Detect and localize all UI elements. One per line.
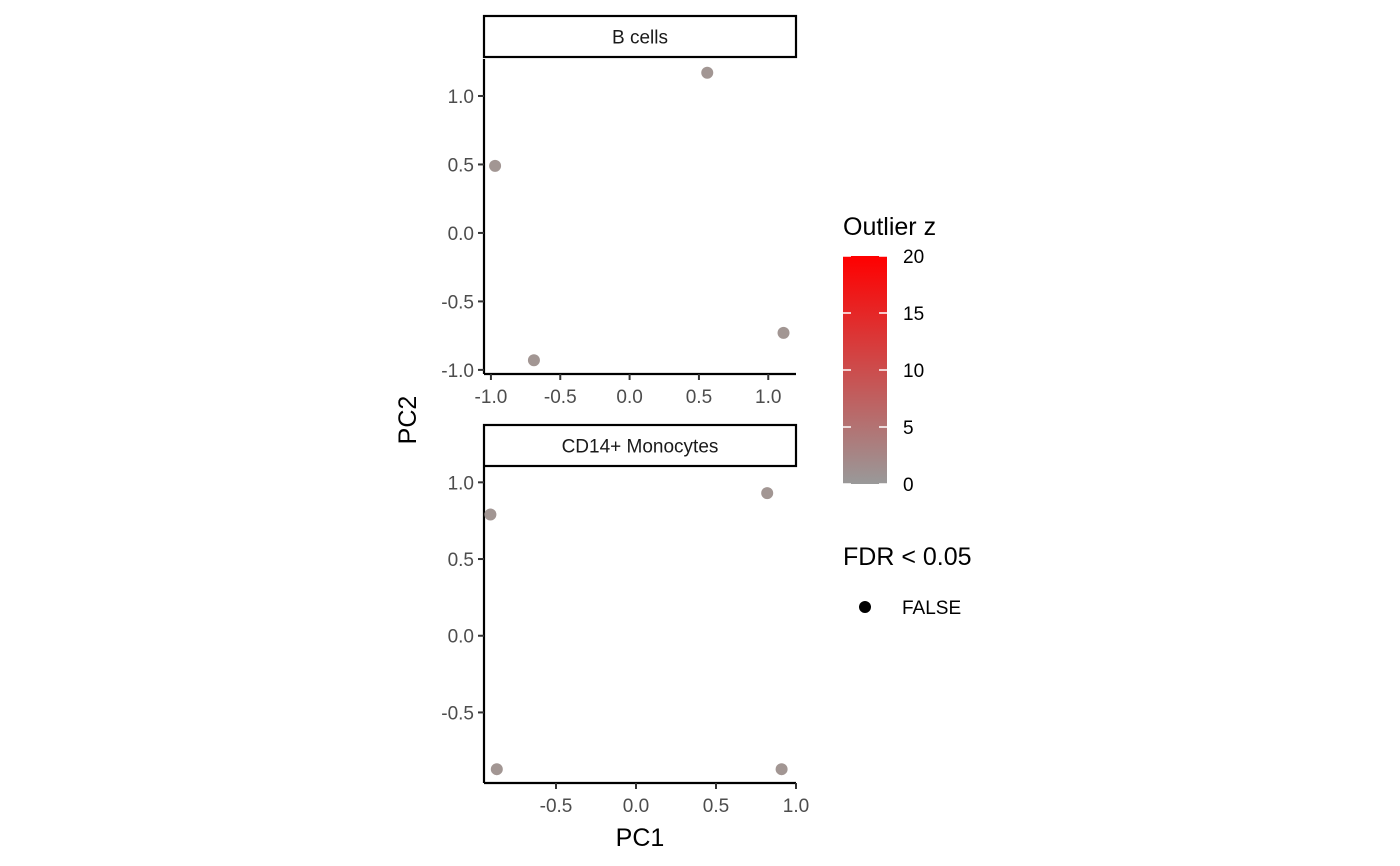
colorbar-tick-label: 10 bbox=[903, 361, 924, 382]
x-tick-label: 0.0 bbox=[616, 387, 642, 408]
shape-legend-label: FALSE bbox=[902, 598, 961, 619]
facet-panel: B cells -1.0 -0.5 0.0 0.5 1.0 -1.0 -0.5 0.0 0.5 1.… bbox=[441, 14, 798, 408]
scatter-point bbox=[761, 487, 774, 500]
y-tick-label: 0.0 bbox=[448, 224, 474, 245]
y-tick-label: 1.0 bbox=[448, 87, 474, 108]
shape-legend-marker bbox=[859, 601, 871, 613]
colorbar-tick-label: 20 bbox=[903, 247, 924, 268]
y-tick-label: -0.5 bbox=[441, 292, 474, 313]
scatter-point bbox=[775, 763, 788, 776]
colorbar-tick-label: 15 bbox=[903, 304, 924, 325]
y-axis-title: PC2 bbox=[394, 396, 422, 445]
y-tick-label: 0.0 bbox=[448, 627, 474, 648]
y-tick-label: 0.5 bbox=[448, 550, 474, 571]
scatter-point bbox=[484, 508, 497, 521]
facet-panel: CD14+ Monocytes -0.5 0.0 0.5 1.0 -0.5 0.0 0.5 1.… bbox=[441, 423, 809, 817]
facet-strip-label: B cells bbox=[612, 28, 668, 49]
scatter-point bbox=[527, 354, 540, 367]
colorbar-title: Outlier z bbox=[843, 213, 936, 241]
x-tick-label: 1.0 bbox=[755, 387, 781, 408]
x-tick-label: 0.0 bbox=[623, 796, 649, 817]
y-tick-label: -0.5 bbox=[441, 703, 474, 724]
scatter-point bbox=[701, 66, 714, 79]
x-tick-label: -1.0 bbox=[475, 387, 508, 408]
x-tick-label: -0.5 bbox=[544, 387, 577, 408]
x-tick-label: 0.5 bbox=[686, 387, 712, 408]
facet-strip bbox=[482, 423, 798, 468]
x-tick-label: -0.5 bbox=[540, 796, 573, 817]
colorbar-tick-label: 0 bbox=[903, 475, 914, 496]
legend: Outlier z 0 5 10 15 20 FDR < 0.05 FALSE bbox=[843, 213, 972, 619]
y-tick-label: 1.0 bbox=[448, 473, 474, 494]
x-tick-label: 0.5 bbox=[703, 796, 729, 817]
scatter-point bbox=[777, 326, 790, 339]
scatter-point bbox=[490, 763, 503, 776]
facet-panels: B cells -1.0 -0.5 0.0 0.5 1.0 -1.0 -0.5 0.0 0.5 1.… bbox=[441, 14, 809, 817]
facet-strip-label: CD14+ Monocytes bbox=[562, 437, 719, 458]
x-tick-label: 1.0 bbox=[783, 796, 809, 817]
x-axis-title: PC1 bbox=[616, 824, 665, 852]
y-tick-label: 0.5 bbox=[448, 155, 474, 176]
colorbar-ticks: 0 5 10 15 20 bbox=[843, 247, 924, 496]
facet-strip bbox=[482, 14, 798, 59]
y-tick-label: -1.0 bbox=[441, 361, 474, 382]
colorbar-tick-label: 5 bbox=[903, 418, 914, 439]
shape-legend-title: FDR < 0.05 bbox=[843, 543, 972, 571]
scatter-point bbox=[489, 159, 502, 172]
